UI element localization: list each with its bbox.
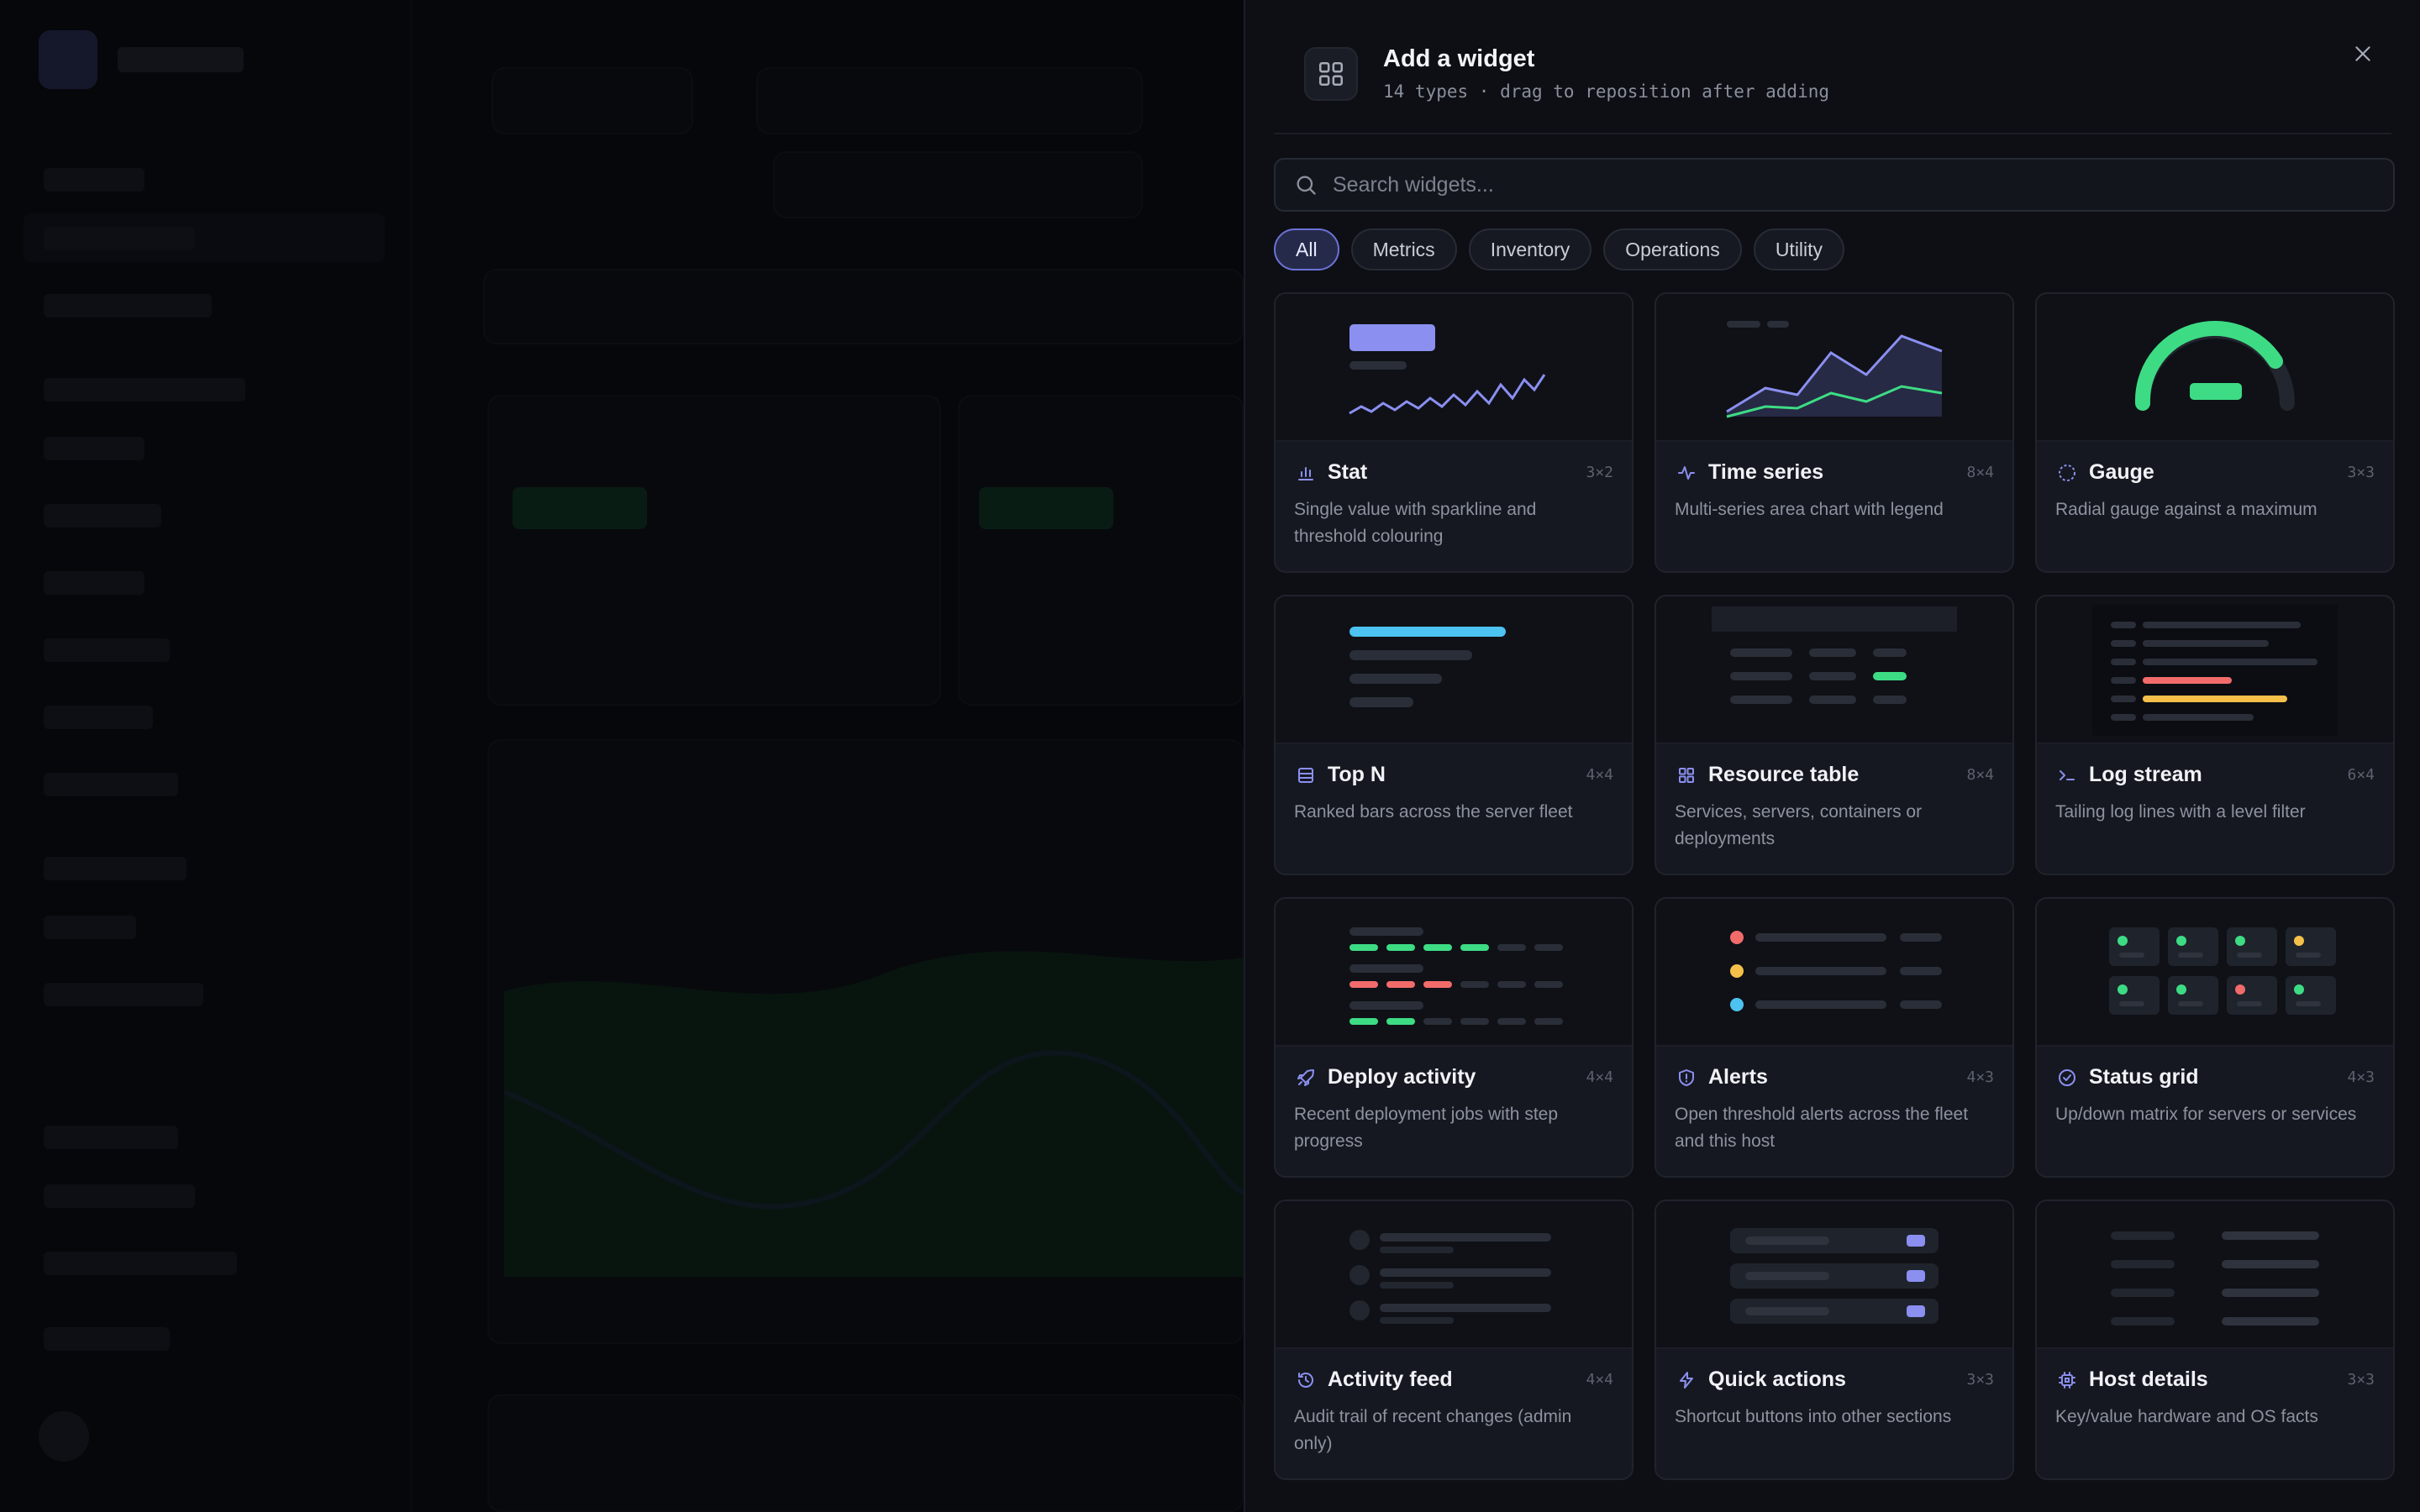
search-input[interactable] bbox=[1333, 172, 2341, 197]
list-icon bbox=[1294, 764, 1318, 787]
zap-icon bbox=[1675, 1368, 1698, 1392]
widget-card-gauge[interactable]: Gauge 3×3 Radial gauge against a maximum bbox=[2035, 292, 2395, 573]
widget-size: 6×4 bbox=[2347, 766, 2375, 784]
grid-icon bbox=[1675, 764, 1698, 787]
close-button[interactable] bbox=[2346, 37, 2380, 71]
filter-inventory[interactable]: Inventory bbox=[1468, 228, 1592, 270]
widget-desc: Audit trail of recent changes (admin onl… bbox=[1294, 1407, 1572, 1453]
widget-size: 8×4 bbox=[1966, 464, 1994, 481]
widget-desc: Up/down matrix for servers or services bbox=[2055, 1105, 2357, 1124]
check-circle-icon bbox=[2055, 1066, 2079, 1089]
widget-size: 4×4 bbox=[1586, 766, 1613, 784]
widget-desc: Radial gauge against a maximum bbox=[2055, 500, 2317, 519]
widget-size: 3×3 bbox=[2347, 1371, 2375, 1389]
widget-card-quick-actions[interactable]: Quick actions 3×3 Shortcut buttons into … bbox=[1655, 1200, 2014, 1480]
widget-desc: Recent deployment jobs with step progres… bbox=[1294, 1105, 1559, 1151]
filter-chips: All Metrics Inventory Operations Utility bbox=[1274, 228, 1845, 270]
widget-desc: Key/value hardware and OS facts bbox=[2055, 1407, 2318, 1426]
gauge-preview bbox=[2037, 294, 2393, 442]
widget-card-host-details[interactable]: Host details 3×3 Key/value hardware and … bbox=[2035, 1200, 2395, 1480]
widget-desc: Multi-series area chart with legend bbox=[1675, 500, 1944, 519]
widget-name: Deploy activity bbox=[1328, 1065, 1476, 1089]
quick-actions-preview bbox=[1656, 1201, 2012, 1349]
search-box[interactable] bbox=[1274, 158, 2395, 212]
widget-desc: Tailing log lines with a level filter bbox=[2055, 802, 2306, 822]
shield-icon bbox=[1675, 1066, 1698, 1089]
panel-subtitle: 14 types · drag to reposition after addi… bbox=[1383, 81, 1830, 102]
widget-name: Status grid bbox=[2089, 1065, 2199, 1089]
widget-name: Quick actions bbox=[1708, 1368, 1846, 1391]
widget-name: Gauge bbox=[2089, 460, 2154, 484]
widget-card-time-series[interactable]: Time series 8×4 Multi-series area chart … bbox=[1655, 292, 2014, 573]
filter-utility[interactable]: Utility bbox=[1753, 228, 1845, 270]
widgets-icon bbox=[1304, 46, 1358, 101]
widget-card-log-stream[interactable]: Log stream 6×4 Tailing log lines with a … bbox=[2035, 595, 2395, 875]
status-grid-preview bbox=[2037, 899, 2393, 1047]
widget-card-stat[interactable]: Stat 3×2 Single value with sparkline and… bbox=[1274, 292, 1634, 573]
filter-metrics[interactable]: Metrics bbox=[1350, 228, 1457, 270]
history-icon bbox=[1294, 1368, 1318, 1392]
panel-header: Add a widget 14 types · drag to repositi… bbox=[1304, 45, 1829, 102]
host-details-preview bbox=[2037, 1201, 2393, 1349]
widget-card-top-n[interactable]: Top N 4×4 Ranked bars across the server … bbox=[1274, 595, 1634, 875]
widget-card-alerts[interactable]: Alerts 4×3 Open threshold alerts across … bbox=[1655, 897, 2014, 1178]
stat-preview bbox=[1276, 294, 1632, 442]
chip-icon bbox=[2055, 1368, 2079, 1392]
widget-desc: Shortcut buttons into other sections bbox=[1675, 1407, 1952, 1426]
widget-name: Host details bbox=[2089, 1368, 2208, 1391]
bar-chart-icon bbox=[1294, 461, 1318, 485]
widget-size: 3×2 bbox=[1586, 464, 1613, 481]
search-icon bbox=[1297, 176, 1316, 195]
rocket-icon bbox=[1294, 1066, 1318, 1089]
widget-desc: Services, servers, containers or deploym… bbox=[1675, 802, 1923, 848]
log-stream-preview bbox=[2037, 596, 2393, 744]
widget-size: 4×4 bbox=[1586, 1371, 1613, 1389]
widget-card-deploy-activity[interactable]: Deploy activity 4×4 Recent deployment jo… bbox=[1274, 897, 1634, 1178]
widget-name: Log stream bbox=[2089, 763, 2202, 786]
deploy-activity-preview bbox=[1276, 899, 1632, 1047]
widget-size: 4×4 bbox=[1586, 1068, 1613, 1086]
activity-feed-preview bbox=[1276, 1201, 1632, 1349]
widget-size: 3×3 bbox=[1966, 1371, 1994, 1389]
alerts-preview bbox=[1656, 899, 2012, 1047]
widget-grid: Stat 3×2 Single value with sparkline and… bbox=[1274, 292, 2395, 1480]
widget-card-activity-feed[interactable]: Activity feed 4×4 Audit trail of recent … bbox=[1274, 1200, 1634, 1480]
close-icon bbox=[2355, 46, 2370, 61]
time-series-preview bbox=[1656, 294, 2012, 442]
widget-size: 4×3 bbox=[1966, 1068, 1994, 1086]
widget-name: Activity feed bbox=[1328, 1368, 1453, 1391]
add-widget-panel: Add a widget 14 types · drag to repositi… bbox=[1244, 0, 2420, 1512]
widget-desc: Single value with sparkline and threshol… bbox=[1294, 500, 1537, 546]
widget-name: Time series bbox=[1708, 460, 1824, 484]
top-n-preview bbox=[1276, 596, 1632, 744]
widget-size: 8×4 bbox=[1966, 766, 1994, 784]
terminal-icon bbox=[2055, 764, 2079, 787]
widget-name: Stat bbox=[1328, 460, 1368, 484]
widget-size: 3×3 bbox=[2347, 464, 2375, 481]
widget-desc: Open threshold alerts across the fleet a… bbox=[1675, 1105, 1969, 1151]
panel-title: Add a widget bbox=[1383, 45, 1535, 72]
widget-size: 4×3 bbox=[2347, 1068, 2375, 1086]
resource-table-preview bbox=[1656, 596, 2012, 744]
widget-name: Top N bbox=[1328, 763, 1386, 786]
filter-operations[interactable]: Operations bbox=[1603, 228, 1742, 270]
activity-icon bbox=[1675, 461, 1698, 485]
background-dashboard bbox=[24, 30, 1244, 1512]
widget-name: Alerts bbox=[1708, 1065, 1768, 1089]
gauge-icon bbox=[2055, 461, 2079, 485]
filter-all[interactable]: All bbox=[1274, 228, 1339, 270]
header-divider bbox=[1274, 133, 2391, 134]
widget-card-resource-table[interactable]: Resource table 8×4 Services, servers, co… bbox=[1655, 595, 2014, 875]
widget-desc: Ranked bars across the server fleet bbox=[1294, 802, 1573, 822]
widget-card-status-grid[interactable]: Status grid 4×3 Up/down matrix for serve… bbox=[2035, 897, 2395, 1178]
widget-name: Resource table bbox=[1708, 763, 1860, 786]
